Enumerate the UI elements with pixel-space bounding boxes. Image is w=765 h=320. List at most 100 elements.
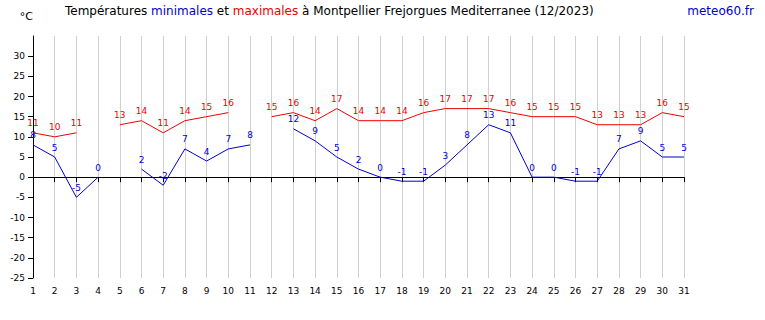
svg-text:13: 13: [114, 110, 125, 120]
svg-text:0: 0: [95, 163, 101, 173]
svg-text:21: 21: [461, 286, 472, 296]
svg-text:30: 30: [657, 286, 669, 296]
svg-text:15: 15: [266, 102, 277, 112]
svg-text:13: 13: [591, 110, 602, 120]
svg-text:14: 14: [353, 106, 365, 116]
svg-text:14: 14: [374, 106, 386, 116]
svg-text:17: 17: [374, 286, 385, 296]
svg-text:9: 9: [204, 286, 210, 296]
svg-text:8: 8: [30, 130, 36, 140]
svg-text:à Montpellier Frejorgues Medit: à Montpellier Frejorgues Mediterranee (1…: [298, 4, 593, 18]
svg-text:13: 13: [288, 286, 299, 296]
svg-text:15: 15: [548, 102, 559, 112]
svg-text:15: 15: [14, 112, 25, 122]
svg-text:14: 14: [136, 106, 148, 116]
svg-text:12: 12: [266, 286, 277, 296]
svg-text:23: 23: [505, 286, 516, 296]
svg-text:maximales: maximales: [233, 4, 299, 18]
svg-text:6: 6: [139, 286, 145, 296]
svg-text:-20: -20: [10, 253, 25, 263]
svg-text:10: 10: [49, 122, 61, 132]
svg-text:9: 9: [312, 126, 318, 136]
svg-text:0: 0: [551, 163, 557, 173]
svg-text:°C: °C: [20, 10, 34, 23]
svg-text:11: 11: [27, 118, 38, 128]
svg-text:15: 15: [570, 102, 581, 112]
svg-text:3: 3: [442, 151, 448, 161]
svg-text:-1: -1: [571, 167, 580, 177]
svg-text:5: 5: [117, 286, 123, 296]
svg-text:16: 16: [657, 98, 669, 108]
svg-text:27: 27: [591, 286, 602, 296]
svg-text:17: 17: [461, 94, 472, 104]
svg-text:13: 13: [613, 110, 624, 120]
svg-text:7: 7: [225, 134, 231, 144]
svg-text:11: 11: [244, 286, 255, 296]
svg-text:8: 8: [464, 130, 470, 140]
svg-text:14: 14: [309, 286, 321, 296]
svg-text:19: 19: [418, 286, 430, 296]
svg-text:2: 2: [139, 155, 145, 165]
svg-text:16: 16: [353, 286, 365, 296]
svg-text:9: 9: [638, 126, 644, 136]
svg-text:2: 2: [356, 155, 362, 165]
svg-text:17: 17: [440, 94, 451, 104]
svg-text:16: 16: [418, 98, 430, 108]
svg-text:25: 25: [14, 71, 25, 81]
svg-text:16: 16: [288, 98, 300, 108]
svg-text:-10: -10: [10, 213, 25, 223]
svg-text:26: 26: [570, 286, 582, 296]
svg-text:-25: -25: [10, 273, 25, 283]
svg-text:15: 15: [526, 102, 537, 112]
svg-text:7: 7: [182, 134, 188, 144]
svg-text:et: et: [213, 4, 233, 18]
svg-text:0: 0: [529, 163, 535, 173]
svg-text:29: 29: [635, 286, 647, 296]
svg-text:24: 24: [526, 286, 538, 296]
svg-text:-15: -15: [10, 233, 25, 243]
svg-text:15: 15: [678, 102, 689, 112]
svg-text:-5: -5: [72, 183, 81, 193]
svg-text:13: 13: [635, 110, 646, 120]
svg-text:17: 17: [331, 94, 342, 104]
svg-text:14: 14: [396, 106, 408, 116]
svg-text:5: 5: [19, 152, 25, 162]
svg-text:16: 16: [223, 98, 235, 108]
svg-text:-5: -5: [16, 192, 25, 202]
svg-text:8: 8: [182, 286, 188, 296]
svg-text:0: 0: [19, 172, 25, 182]
svg-text:-1: -1: [593, 167, 602, 177]
svg-text:3: 3: [74, 286, 80, 296]
svg-text:12: 12: [288, 114, 299, 124]
svg-text:7: 7: [160, 286, 166, 296]
svg-text:11: 11: [71, 118, 82, 128]
svg-text:7: 7: [616, 134, 622, 144]
svg-text:28: 28: [613, 286, 625, 296]
svg-text:15: 15: [201, 102, 212, 112]
svg-text:14: 14: [179, 106, 191, 116]
svg-text:20: 20: [440, 286, 452, 296]
svg-text:meteo60.fr: meteo60.fr: [687, 4, 754, 18]
svg-text:17: 17: [483, 94, 494, 104]
svg-text:14: 14: [309, 106, 321, 116]
svg-text:5: 5: [659, 143, 665, 153]
svg-text:5: 5: [334, 143, 340, 153]
svg-text:Températures: Températures: [64, 4, 151, 18]
svg-text:30: 30: [14, 51, 26, 61]
svg-text:-2: -2: [159, 171, 168, 181]
svg-text:-1: -1: [419, 167, 428, 177]
svg-text:8: 8: [247, 130, 253, 140]
svg-text:minimales: minimales: [151, 4, 213, 18]
svg-text:13: 13: [483, 110, 494, 120]
svg-text:0: 0: [377, 163, 383, 173]
svg-text:4: 4: [204, 147, 210, 157]
svg-text:25: 25: [548, 286, 559, 296]
svg-text:5: 5: [52, 143, 58, 153]
svg-text:1: 1: [30, 286, 36, 296]
svg-text:-1: -1: [397, 167, 406, 177]
svg-text:11: 11: [157, 118, 168, 128]
svg-text:5: 5: [681, 143, 687, 153]
svg-text:20: 20: [14, 92, 26, 102]
svg-text:2: 2: [52, 286, 58, 296]
svg-text:22: 22: [483, 286, 494, 296]
